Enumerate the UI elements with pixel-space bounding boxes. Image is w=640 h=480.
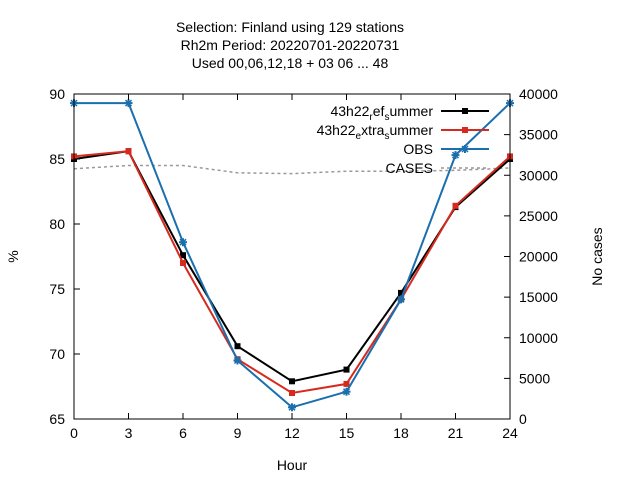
x-tick-label: 21 xyxy=(448,425,464,441)
y-tick-label: 85 xyxy=(49,151,65,167)
legend-marker xyxy=(462,127,468,133)
title-line: Selection: Finland using 129 stations xyxy=(176,19,404,35)
data-point xyxy=(124,99,133,108)
data-point xyxy=(180,252,186,259)
y2-tick-label: 30000 xyxy=(519,167,558,183)
x-tick-label: 12 xyxy=(284,425,300,441)
data-point xyxy=(342,387,351,396)
x-tick-label: 6 xyxy=(179,425,187,441)
legend-item: OBS xyxy=(403,141,489,157)
title-line: Used 00,06,12,18 + 03 06 ... 48 xyxy=(192,55,389,71)
data-point xyxy=(343,366,350,373)
series-43h22-extra-summer xyxy=(71,148,513,396)
data-point xyxy=(343,380,350,387)
plot-frame xyxy=(73,93,511,420)
legend-marker xyxy=(462,108,468,114)
legend-label: 43h22extrasummer xyxy=(317,122,434,142)
y-tick-label: 75 xyxy=(49,281,65,297)
data-point xyxy=(180,260,186,266)
y2-tick-label: 0 xyxy=(519,411,527,427)
legend-label: CASES xyxy=(386,160,433,176)
data-point xyxy=(289,390,295,396)
series-line xyxy=(73,150,511,395)
y2-tick-label: 25000 xyxy=(519,208,558,224)
x-tick-label: 18 xyxy=(393,425,409,441)
data-point xyxy=(289,378,295,385)
data-point xyxy=(125,148,132,155)
data-point xyxy=(452,202,459,209)
y-tick-label: 90 xyxy=(49,86,65,102)
data-point xyxy=(233,356,242,365)
title-line: Rh2m Period: 20220701-20220731 xyxy=(181,37,400,53)
data-point xyxy=(179,238,187,247)
data-point xyxy=(397,295,405,304)
x-tick-label: 9 xyxy=(234,425,242,441)
series-obs xyxy=(70,99,514,412)
series-line xyxy=(73,164,511,175)
y-axis-label: % xyxy=(5,250,21,262)
data-point xyxy=(234,343,241,350)
data-point xyxy=(288,403,296,412)
y2-tick-label: 5000 xyxy=(519,370,550,386)
x-axis-label: Hour xyxy=(277,457,308,473)
y2-tick-label: 15000 xyxy=(519,289,558,305)
data-point xyxy=(451,151,460,160)
legend-label: OBS xyxy=(403,141,433,157)
legend-item: 43h22refsummer xyxy=(330,103,489,123)
x-tick-label: 15 xyxy=(339,425,355,441)
x-tick-label: 0 xyxy=(70,425,78,441)
chart-title: Selection: Finland using 129 stations Rh2… xyxy=(176,19,404,71)
series-43h22-ref-summer xyxy=(71,148,513,385)
y-tick-label: 80 xyxy=(49,216,65,232)
y2-tick-label: 35000 xyxy=(519,127,558,143)
x-tick-label: 24 xyxy=(502,425,518,441)
y2-tick-label: 40000 xyxy=(519,86,558,102)
x-tick-label: 3 xyxy=(125,425,133,441)
legend-item: 43h22extrasummer xyxy=(317,122,489,142)
series-cases xyxy=(73,164,511,175)
legend-marker xyxy=(461,145,469,153)
y2-axis-label: No cases xyxy=(589,227,605,285)
y-tick-label: 65 xyxy=(49,411,65,427)
y2-tick-label: 20000 xyxy=(519,249,558,265)
legend-label: 43h22refsummer xyxy=(330,103,433,123)
y-tick-label: 70 xyxy=(49,346,65,362)
y2-tick-label: 10000 xyxy=(519,330,558,346)
data-point xyxy=(398,289,404,296)
legend-item: CASES xyxy=(386,160,489,176)
